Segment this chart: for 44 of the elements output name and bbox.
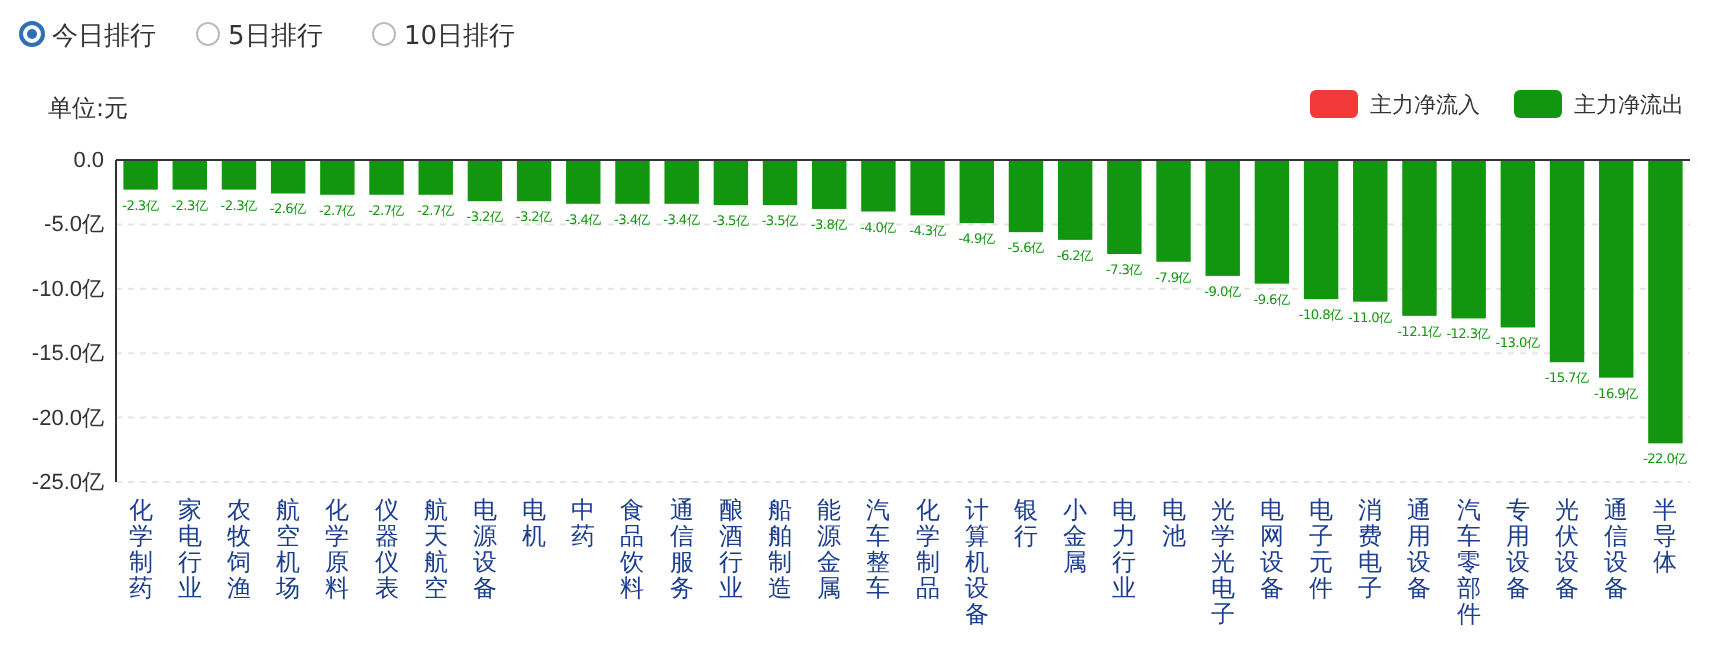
x-tick-label: 农牧饲渔 (224, 496, 251, 602)
x-tick-label: 航空机场 (274, 496, 301, 602)
x-tick-label: 光伏设备 (1555, 496, 1580, 602)
x-tick-label: 小金属 (1063, 496, 1088, 576)
y-tick-label: -10.0亿 (31, 277, 104, 302)
y-tick-label: -5.0亿 (44, 213, 104, 238)
x-tick-label: 汽车零部件 (1456, 496, 1481, 628)
y-tick-label: -25.0亿 (31, 471, 104, 496)
x-tick-label: 电池 (1161, 496, 1186, 550)
x-tick-label: 船舶制造 (768, 496, 793, 602)
x-tick-label: 电机 (522, 496, 547, 550)
x-tick-label: 消费电子 (1358, 496, 1383, 602)
y-tick-label: -20.0亿 (31, 406, 104, 431)
x-tick-label: 银行 (1011, 496, 1038, 550)
x-tick-label: 化学制品 (915, 496, 940, 602)
x-tick-label: 酿酒行业 (718, 496, 743, 602)
x-tick-label: 光学光电子 (1210, 496, 1235, 628)
text: 5日排行 (228, 22, 323, 52)
x-tick-label: 能源金属 (817, 496, 842, 602)
x-tick-label: 食品饮料 (618, 496, 645, 602)
x-tick-label: 通信服务 (669, 496, 694, 602)
x-tick-label: 电网设备 (1259, 496, 1284, 602)
x-tick-label: 航天航空 (423, 496, 448, 602)
x-tick-label: 半导体 (1653, 496, 1678, 576)
x-tick-label: 仪器仪表 (374, 496, 399, 602)
x-tick-label: 汽车整车 (866, 496, 891, 602)
legend-label: 主力净流入 (1370, 92, 1480, 118)
x-tick-label: 中药 (571, 496, 596, 550)
y-tick-label: 0.0 (73, 149, 104, 174)
text: 今日排行 (52, 22, 156, 52)
x-tick-label: 家电行业 (177, 496, 202, 602)
x-tick-label: 电子元件 (1309, 496, 1334, 602)
y-tick-label: -15.0亿 (31, 342, 104, 367)
text: 10日排行 (404, 22, 516, 52)
x-tick-label: 电力行业 (1112, 496, 1137, 602)
x-tick-label: 电源设备 (472, 496, 497, 602)
x-tick-label: 化学制药 (128, 496, 153, 602)
legend-label: 主力净流出 (1574, 92, 1684, 118)
x-tick-label: 化学原料 (325, 496, 350, 602)
x-tick-label: 专用设备 (1505, 496, 1530, 602)
x-tick-label: 计算机设备 (964, 496, 989, 628)
x-tick-label: 通信设备 (1604, 496, 1629, 602)
x-tick-label: 通用设备 (1407, 496, 1432, 602)
y-axis-title: 单位:元 (48, 94, 129, 122)
